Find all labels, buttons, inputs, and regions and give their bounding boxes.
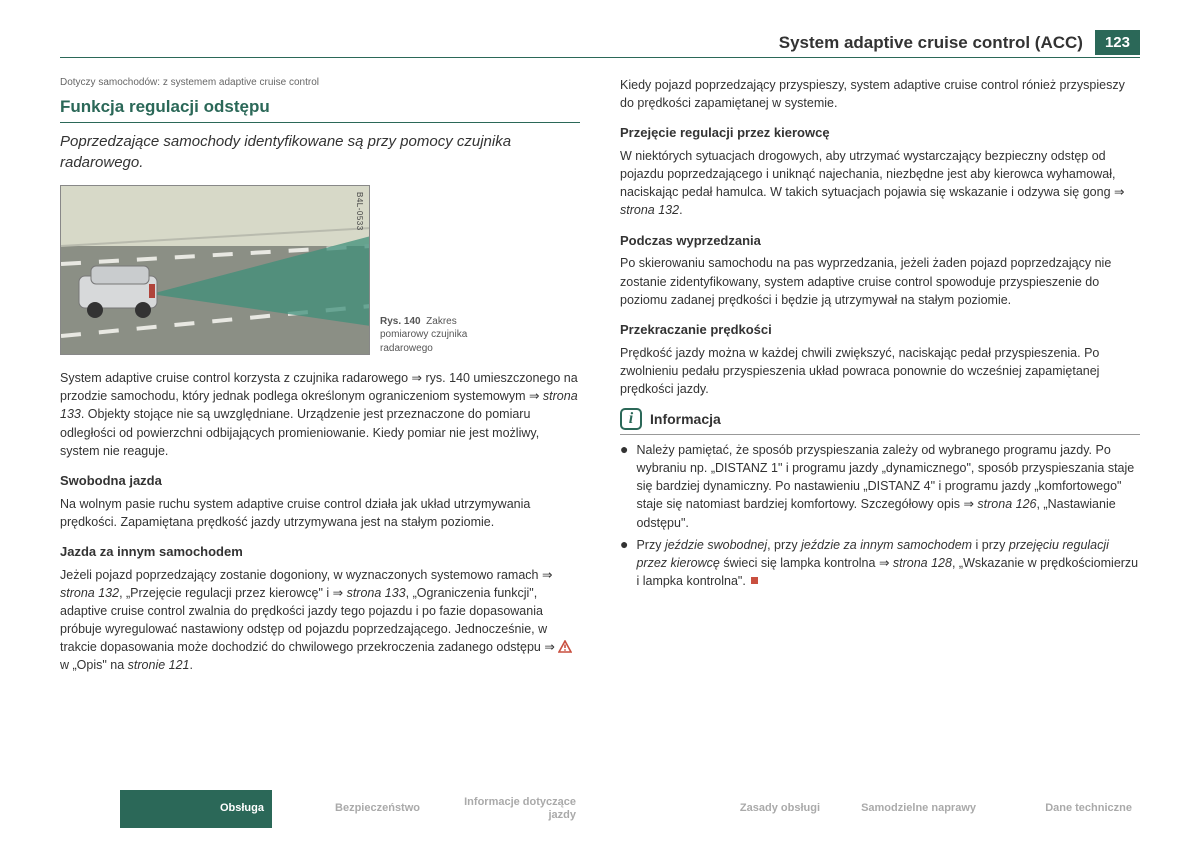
para-speed-exceed: Prędkość jazdy można w każdej chwili zwi… <box>620 344 1140 398</box>
footer-nav: Obsługa Bezpieczeństwo Informacje dotycz… <box>0 790 1200 828</box>
para-overtaking: Po skierowaniu samochodu na pas wyprzedz… <box>620 254 1140 308</box>
right-column: Kiedy pojazd poprzedzający przyspieszy, … <box>620 76 1140 680</box>
info-bullet-2: ● Przy jeździe swobodnej, przy jeździe z… <box>620 536 1140 590</box>
radar-diagram-svg <box>61 186 370 355</box>
figure-code: B4L-0533 <box>353 192 365 231</box>
figure-caption-prefix: Rys. 140 <box>380 316 421 327</box>
footer-tab-obsluga[interactable]: Obsługa <box>120 790 272 828</box>
intro-text: Poprzedzające samochody identyfikowane s… <box>60 131 580 173</box>
page-ref: strona 133 <box>347 586 406 600</box>
para-radar-intro: System adaptive cruise control korzysta … <box>60 369 580 460</box>
subhead-overtaking: Podczas wyprzedzania <box>620 232 1140 251</box>
page-ref: strona 132 <box>60 586 119 600</box>
subhead-driver-override: Przejęcie regulacji przez kierowcę <box>620 124 1140 143</box>
section-title: System adaptive cruise control (ACC) <box>779 33 1083 53</box>
figure-block: B4L-0533 Rys. 140 Zakres pomiarowy czujn… <box>60 185 580 355</box>
figure-caption: Rys. 140 Zakres pomiarowy czujnika radar… <box>380 315 500 356</box>
para-free-driving: Na wolnym pasie ruchu system adaptive cr… <box>60 495 580 531</box>
bullet-icon: ● <box>620 536 628 590</box>
page-ref: stronie 121 <box>128 658 190 672</box>
applies-to-note: Dotyczy samochodów: z systemem adaptive … <box>60 76 580 91</box>
subhead-free-driving: Swobodna jazda <box>60 472 580 491</box>
bullet-icon: ● <box>620 441 628 532</box>
page-ref: strona 126 <box>977 497 1036 511</box>
page-header: System adaptive cruise control (ACC) 123 <box>60 30 1140 58</box>
subhead-following: Jazda za innym samochodem <box>60 543 580 562</box>
footer-tab-informacje[interactable]: Informacje dotyczące jazdy <box>432 790 584 828</box>
function-title: Funkcja regulacji odstępu <box>60 95 580 124</box>
page-number: 123 <box>1095 30 1140 55</box>
info-bullet-1: ● Należy pamiętać, że sposób przyspiesza… <box>620 441 1140 532</box>
warning-icon <box>558 640 572 653</box>
footer-tab-bezpieczenstwo[interactable]: Bezpieczeństwo <box>276 790 428 828</box>
para-driver-override: W niektórych sytuacjach drogowych, aby u… <box>620 147 1140 220</box>
para-accel: Kiedy pojazd poprzedzający przyspieszy, … <box>620 76 1140 112</box>
figure-140: B4L-0533 <box>60 185 370 355</box>
para-following: Jeżeli pojazd poprzedzający zostanie dog… <box>60 566 580 675</box>
footer-tab-spacer <box>588 790 672 828</box>
subhead-speed-exceed: Przekraczanie prędkości <box>620 321 1140 340</box>
end-marker-icon <box>751 577 758 584</box>
page-ref: strona 132 <box>620 203 679 217</box>
left-column: Dotyczy samochodów: z systemem adaptive … <box>60 76 580 680</box>
info-box-header: i Informacja <box>620 408 1140 435</box>
footer-tab-naprawy[interactable]: Samodzielne naprawy <box>832 790 984 828</box>
page-ref: strona 128 <box>893 556 952 570</box>
footer-tab-dane[interactable]: Dane techniczne <box>988 790 1140 828</box>
info-label: Informacja <box>650 409 721 429</box>
footer-tab-zasady[interactable]: Zasady obsługi <box>676 790 828 828</box>
info-icon: i <box>620 408 642 430</box>
